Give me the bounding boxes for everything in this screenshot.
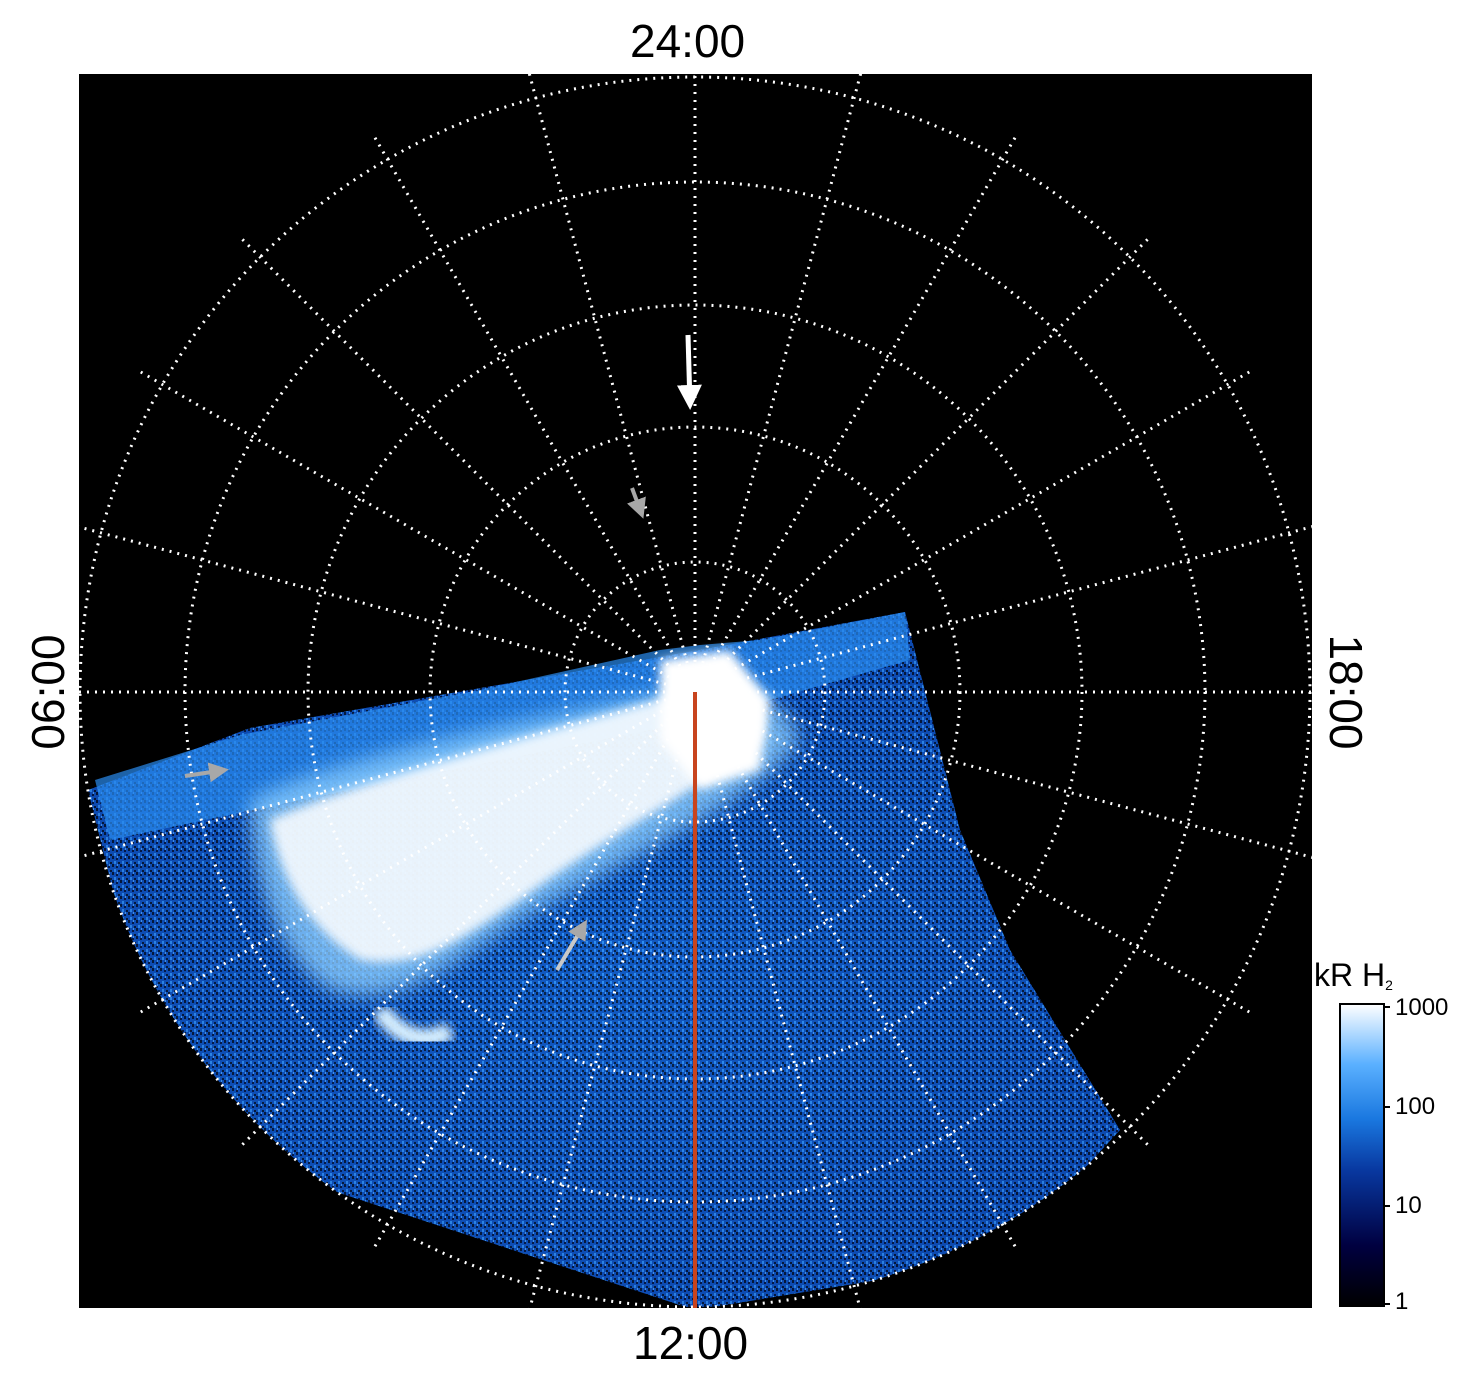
meridian-line [528, 705, 693, 1308]
meridian-line [79, 525, 682, 690]
gray-arrow-upper [627, 487, 646, 519]
gray-arrow-center [555, 919, 588, 972]
colorbar-gradient [1339, 1003, 1385, 1307]
meridian-line [708, 694, 1312, 859]
meridian-line [139, 697, 684, 1014]
meridian-line [697, 705, 862, 1308]
colorbar-tick-10: 10 [1395, 1192, 1422, 1219]
meridian-line [703, 700, 1149, 1146]
colorbar-tick-100: 100 [1395, 1093, 1436, 1120]
meridian-line [373, 136, 690, 681]
colorbar-tick-1000: 1000 [1395, 994, 1449, 1021]
meridian-line [706, 697, 1251, 1014]
meridian-line [706, 370, 1251, 687]
meridian-line [139, 370, 684, 687]
emission-region [88, 612, 1120, 1307]
colorbar-tick-1: 1 [1395, 1288, 1409, 1315]
meridian-line [700, 136, 1017, 681]
local-time-label-dusk: 18:00 [1320, 634, 1372, 750]
meridian-line [708, 525, 1312, 690]
local-time-label-noon: 12:00 [633, 1317, 749, 1369]
meridian-line [241, 238, 687, 684]
meridian-line [703, 238, 1149, 684]
meridian-line [373, 703, 690, 1248]
meridian-line [527, 74, 693, 679]
local-time-label-dawn: 06:00 [22, 634, 74, 750]
meridian-line [241, 700, 687, 1146]
meridian-line [697, 74, 863, 679]
colorbar-title: kR H2 [1314, 957, 1393, 993]
colorbar [1339, 1003, 1390, 1307]
gray-arrow-left [184, 762, 229, 783]
white-arrow [676, 334, 702, 410]
colorbar-title-subscript: 2 [1385, 977, 1393, 993]
meridian-line [700, 703, 1017, 1248]
local-time-label-midnight: 24:00 [630, 15, 746, 67]
meridian-line [79, 694, 682, 859]
